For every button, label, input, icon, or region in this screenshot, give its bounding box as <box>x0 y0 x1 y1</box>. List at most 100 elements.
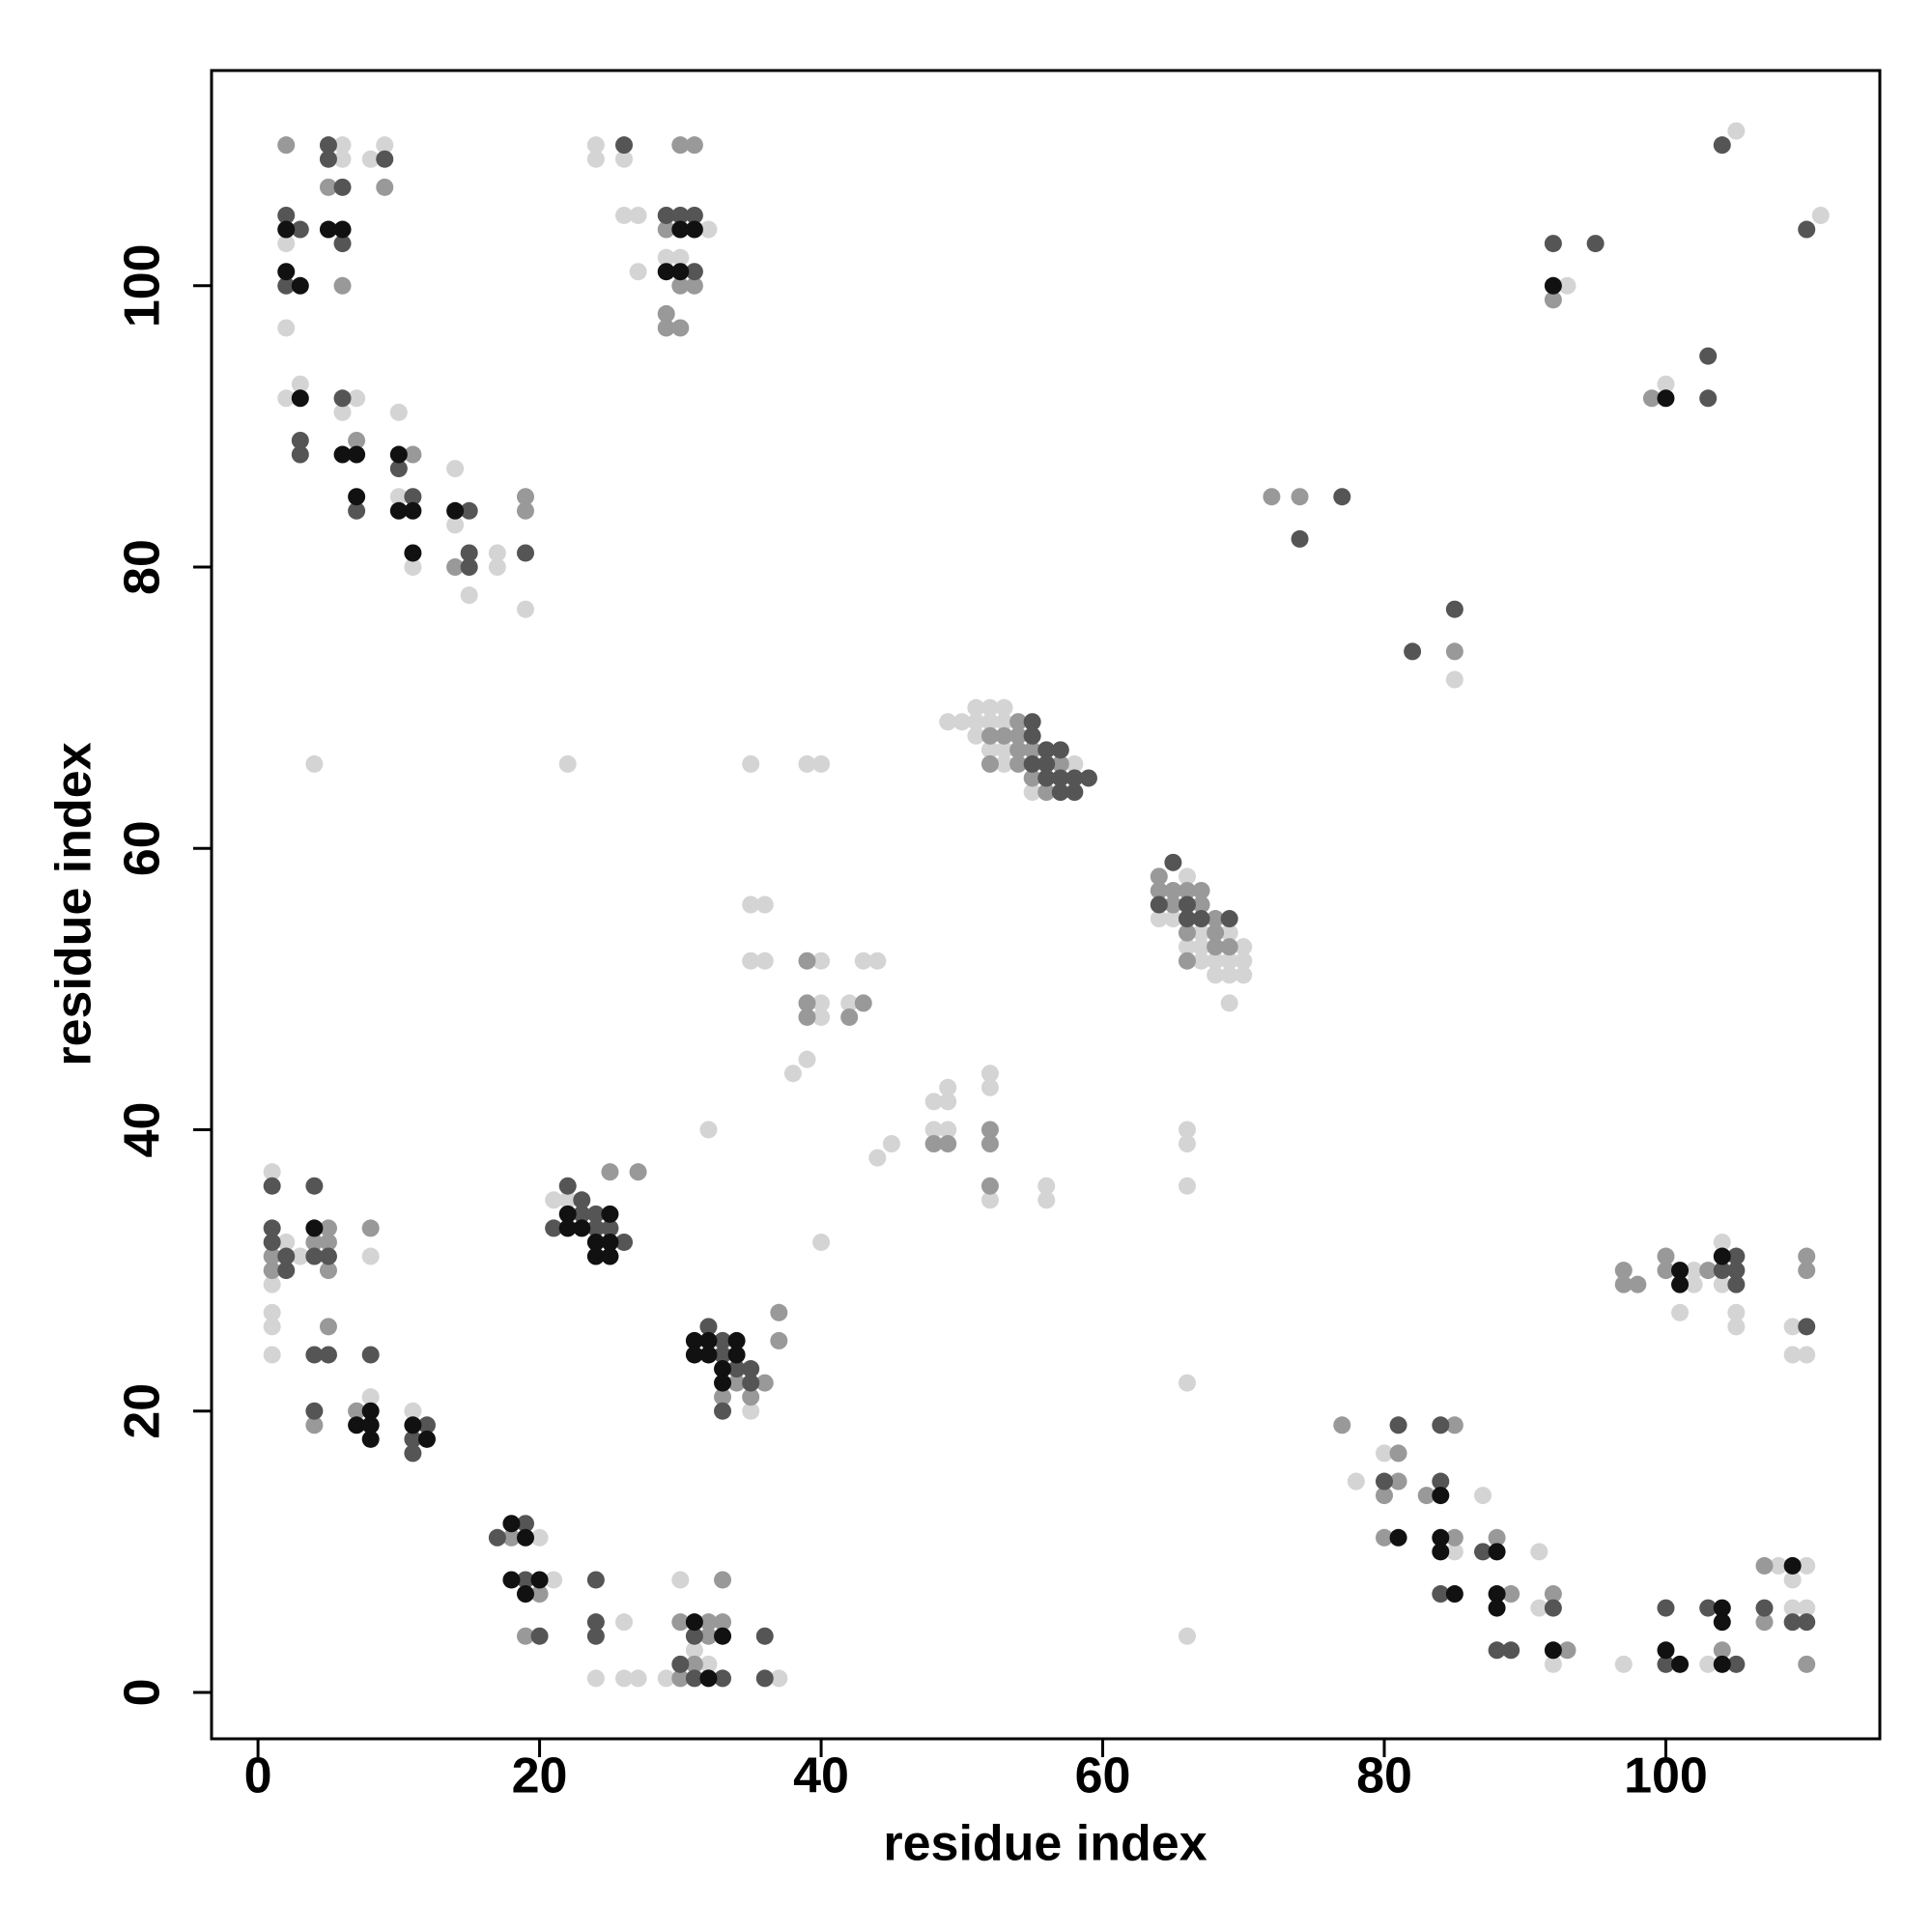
point <box>516 1571 534 1589</box>
point <box>277 136 296 155</box>
point <box>1207 938 1225 956</box>
point <box>1333 1416 1351 1435</box>
point <box>1671 1655 1690 1673</box>
point <box>1488 1585 1506 1604</box>
point <box>545 1219 563 1237</box>
point <box>868 952 887 970</box>
point <box>1235 966 1253 984</box>
point <box>263 1219 281 1237</box>
point <box>1220 910 1238 928</box>
point <box>530 1528 549 1547</box>
point <box>1291 529 1309 548</box>
point <box>1333 488 1351 506</box>
point <box>1445 600 1463 618</box>
point <box>1150 881 1168 899</box>
point <box>333 235 352 253</box>
point <box>671 206 690 224</box>
point <box>1150 895 1168 914</box>
point <box>1783 1599 1802 1617</box>
point <box>333 136 352 155</box>
point <box>1432 1528 1450 1547</box>
point <box>1713 1641 1731 1660</box>
point <box>1502 1585 1520 1604</box>
point <box>714 1571 732 1589</box>
point <box>404 544 422 562</box>
point <box>980 726 999 745</box>
point <box>812 1008 831 1026</box>
point <box>376 178 394 196</box>
point <box>333 178 352 196</box>
point <box>699 1346 718 1364</box>
point <box>742 1360 760 1378</box>
point <box>657 319 675 337</box>
point <box>1713 1247 1731 1265</box>
point <box>404 501 422 520</box>
point <box>671 1655 690 1673</box>
point <box>1713 1599 1731 1617</box>
point <box>1488 1528 1506 1547</box>
point <box>1432 1543 1450 1561</box>
point <box>980 1191 999 1209</box>
point <box>1051 754 1069 773</box>
point <box>1727 1655 1746 1673</box>
point <box>1037 1191 1056 1209</box>
point <box>1376 1487 1394 1505</box>
point <box>924 1135 943 1153</box>
point <box>1727 1247 1746 1265</box>
point <box>995 741 1013 759</box>
point <box>1614 1262 1633 1280</box>
point <box>1291 488 1309 506</box>
point <box>980 1065 999 1083</box>
point <box>1207 952 1225 970</box>
point <box>601 1219 619 1237</box>
point <box>854 952 872 970</box>
point <box>348 445 366 464</box>
point <box>460 544 478 562</box>
point <box>1699 389 1718 408</box>
point <box>319 178 337 196</box>
point <box>924 1093 943 1111</box>
point <box>742 754 760 773</box>
point <box>488 558 506 577</box>
point <box>389 488 408 506</box>
y-tick-label: 0 <box>115 1678 171 1706</box>
point <box>980 754 999 773</box>
point <box>404 1444 422 1463</box>
point <box>263 1318 281 1336</box>
point <box>1445 1416 1463 1435</box>
point <box>516 1585 534 1604</box>
x-tick-label: 0 <box>244 1748 272 1804</box>
x-tick-label: 40 <box>793 1748 849 1804</box>
point <box>1530 1543 1548 1561</box>
point <box>1023 769 1041 787</box>
point <box>348 488 366 506</box>
point <box>305 1247 324 1265</box>
point <box>1727 1275 1746 1293</box>
point <box>685 1641 703 1660</box>
point <box>657 304 675 323</box>
point <box>319 1262 337 1280</box>
point <box>742 1374 760 1392</box>
point <box>1657 389 1675 408</box>
point <box>1727 1318 1746 1336</box>
point <box>586 136 605 155</box>
point <box>1445 1585 1463 1604</box>
x-tick-label: 60 <box>1075 1748 1131 1804</box>
point <box>460 586 478 605</box>
point <box>516 544 534 562</box>
point <box>1023 741 1041 759</box>
point <box>1544 1655 1562 1673</box>
point <box>1727 1303 1746 1321</box>
point <box>1079 769 1097 787</box>
point <box>685 220 703 239</box>
point <box>1755 1556 1774 1575</box>
point <box>1432 1416 1450 1435</box>
point <box>446 516 465 534</box>
point <box>516 488 534 506</box>
point <box>1051 783 1069 802</box>
point <box>319 1346 337 1364</box>
point <box>727 1331 746 1350</box>
point <box>1389 1472 1407 1491</box>
